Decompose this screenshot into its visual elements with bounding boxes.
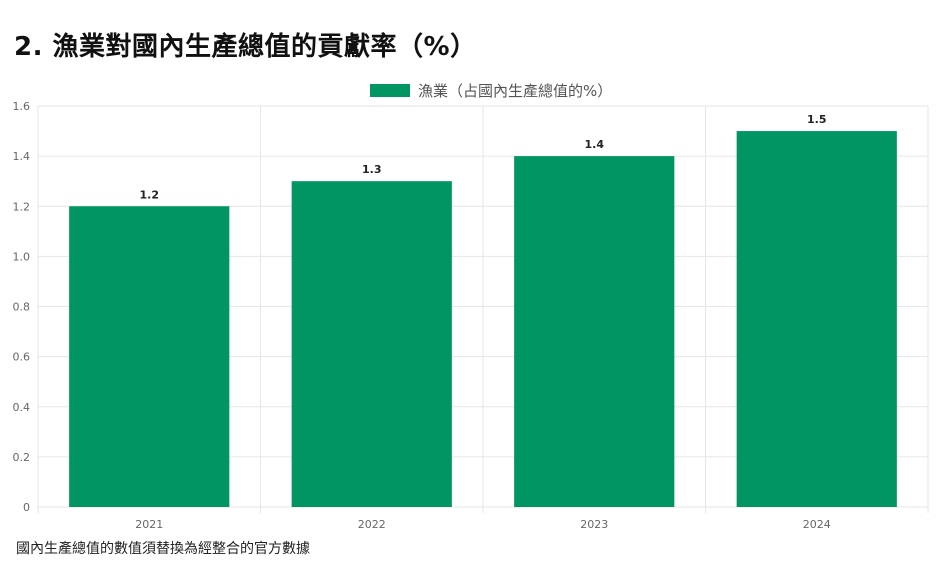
data-label: 1.5	[807, 113, 827, 126]
y-tick-label: 1.4	[13, 150, 31, 163]
data-label: 1.4	[585, 138, 605, 151]
y-tick-label: 1.2	[13, 200, 31, 213]
data-label: 1.3	[362, 163, 382, 176]
x-tick-label: 2024	[803, 518, 831, 531]
bar	[736, 131, 897, 507]
y-tick-label: 1.0	[13, 250, 31, 263]
bar	[69, 206, 230, 507]
x-tick-label: 2023	[580, 518, 608, 531]
legend-swatch	[370, 84, 410, 97]
legend-label: 漁業（占國內生產總值的%）	[418, 82, 613, 100]
x-tick-label: 2021	[135, 518, 163, 531]
y-tick-label: 0.8	[13, 301, 31, 314]
page-title: 2. 漁業對國內生產總值的貢獻率（%）	[14, 32, 477, 62]
y-tick-label: 0.6	[13, 351, 31, 364]
y-tick-label: 0	[23, 501, 30, 514]
x-tick-label: 2022	[358, 518, 386, 531]
footnote: 國內生產總值的數值須替換為經整合的官方數據	[16, 541, 310, 557]
bar	[291, 181, 452, 507]
bar	[514, 156, 675, 507]
y-tick-label: 0.2	[13, 451, 31, 464]
data-label: 1.2	[140, 188, 160, 201]
y-tick-label: 0.4	[13, 401, 31, 414]
y-tick-label: 1.6	[13, 100, 31, 113]
chart-legend[interactable]: 漁業（占國內生產總值的%）	[370, 80, 612, 101]
